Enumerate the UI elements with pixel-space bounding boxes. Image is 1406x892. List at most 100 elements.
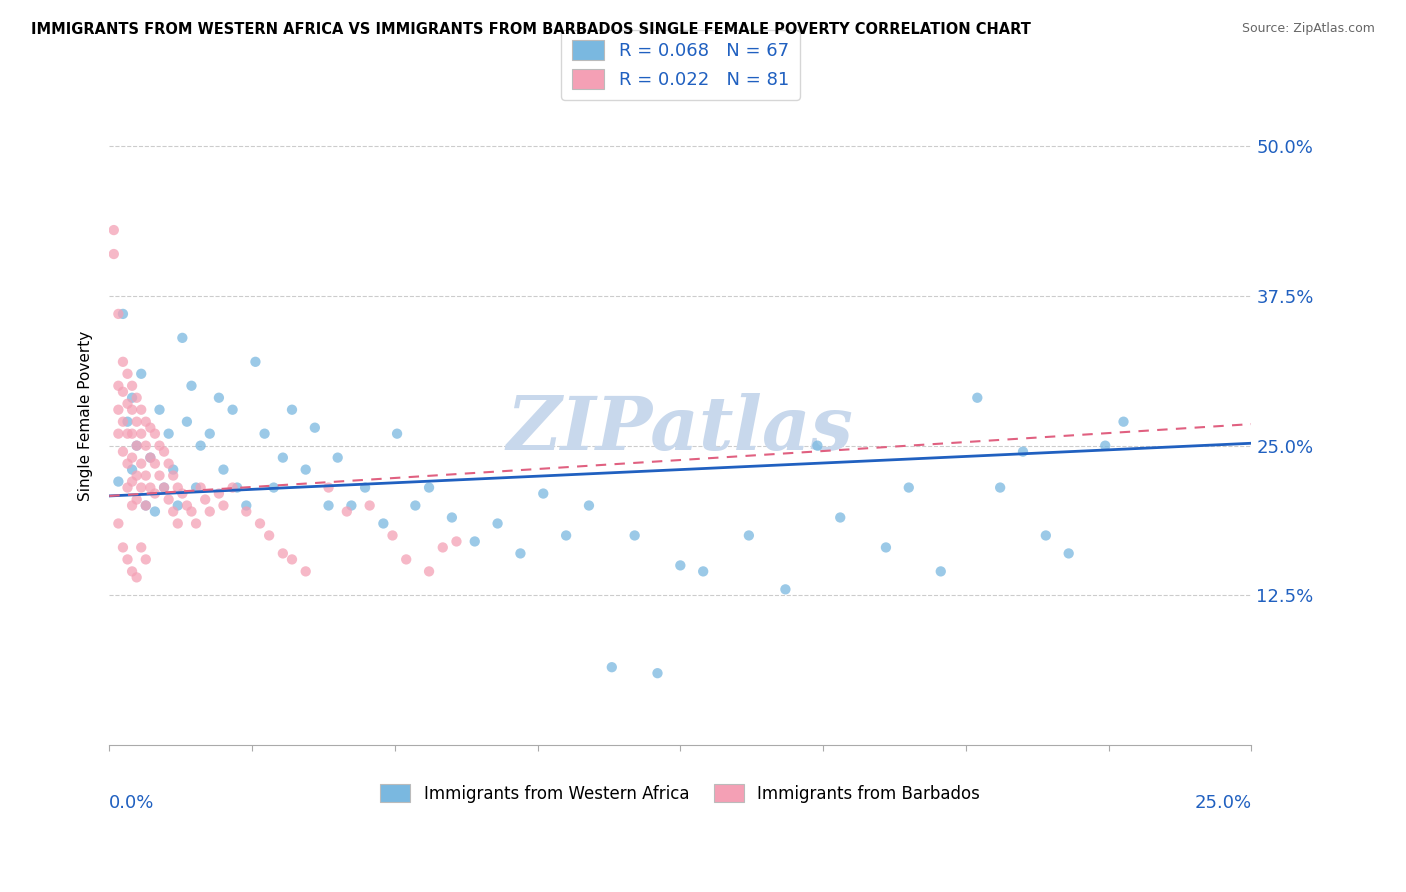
Point (359, 499, 381, 513)
Point (143, 504, 166, 518)
Point (318, 499, 340, 513)
Point (121, 499, 143, 513)
Point (117, 426, 139, 441)
Point (176, 499, 198, 513)
Point (212, 462, 235, 476)
Point (432, 541, 454, 555)
Point (775, 582, 797, 597)
Point (184, 481, 207, 495)
Point (176, 415, 198, 429)
Point (157, 457, 180, 471)
Point (129, 367, 152, 381)
Point (153, 444, 176, 458)
Point (117, 552, 139, 566)
Point (281, 552, 304, 566)
Point (117, 457, 139, 471)
Point (166, 481, 188, 495)
Point (117, 367, 139, 381)
Point (162, 468, 184, 483)
Point (212, 499, 235, 513)
Point (578, 499, 600, 513)
Point (129, 541, 152, 555)
Point (111, 444, 134, 458)
Point (929, 565, 952, 579)
Text: 0.0%: 0.0% (110, 795, 155, 813)
Point (103, 247, 125, 261)
Point (294, 462, 316, 476)
Point (692, 565, 714, 579)
Point (103, 223, 125, 237)
Text: Source: ZipAtlas.com: Source: ZipAtlas.com (1241, 22, 1375, 36)
Point (129, 402, 152, 417)
Point (157, 426, 180, 441)
Point (121, 450, 143, 465)
Point (135, 499, 157, 513)
Point (172, 486, 194, 500)
Point (143, 486, 166, 500)
Point (121, 462, 143, 476)
Point (1012, 444, 1035, 458)
Point (184, 516, 207, 531)
Point (395, 552, 418, 566)
Point (129, 457, 152, 471)
Point (294, 565, 316, 579)
Point (440, 510, 463, 524)
Point (235, 499, 257, 513)
Point (245, 355, 267, 369)
Point (148, 402, 170, 417)
Point (1094, 439, 1116, 453)
Point (139, 481, 162, 495)
Point (172, 331, 194, 345)
Point (180, 378, 202, 392)
Point (111, 384, 134, 399)
Point (198, 426, 221, 441)
Point (208, 486, 231, 500)
Point (121, 378, 143, 392)
Point (111, 307, 134, 321)
Point (107, 475, 129, 489)
Point (446, 534, 468, 549)
Point (121, 391, 143, 405)
Point (249, 516, 271, 531)
Point (1035, 528, 1057, 542)
Point (135, 552, 157, 566)
Point (194, 492, 217, 507)
Point (125, 468, 148, 483)
Point (509, 546, 531, 560)
Point (143, 457, 166, 471)
Point (235, 504, 257, 518)
Point (107, 402, 129, 417)
Point (304, 420, 326, 434)
Point (129, 426, 152, 441)
Point (121, 426, 143, 441)
Point (221, 481, 243, 495)
Point (464, 534, 486, 549)
Text: ZIPatlas: ZIPatlas (508, 392, 853, 465)
Point (198, 504, 221, 518)
Point (966, 391, 988, 405)
Point (647, 666, 669, 681)
Point (129, 481, 152, 495)
Point (117, 481, 139, 495)
Point (281, 402, 304, 417)
Point (418, 481, 440, 495)
Point (600, 660, 623, 674)
Text: 25.0%: 25.0% (1194, 795, 1251, 813)
Y-axis label: Single Female Poverty: Single Female Poverty (79, 331, 93, 500)
Point (111, 541, 134, 555)
Point (326, 450, 349, 465)
Point (623, 528, 645, 542)
Point (555, 528, 578, 542)
Point (208, 391, 231, 405)
Point (404, 499, 426, 513)
Point (139, 450, 162, 465)
Point (135, 468, 157, 483)
Point (271, 450, 294, 465)
Point (125, 415, 148, 429)
Point (257, 528, 280, 542)
Point (121, 475, 143, 489)
Point (148, 439, 170, 453)
Point (226, 481, 249, 495)
Point (190, 481, 212, 495)
Point (340, 499, 363, 513)
